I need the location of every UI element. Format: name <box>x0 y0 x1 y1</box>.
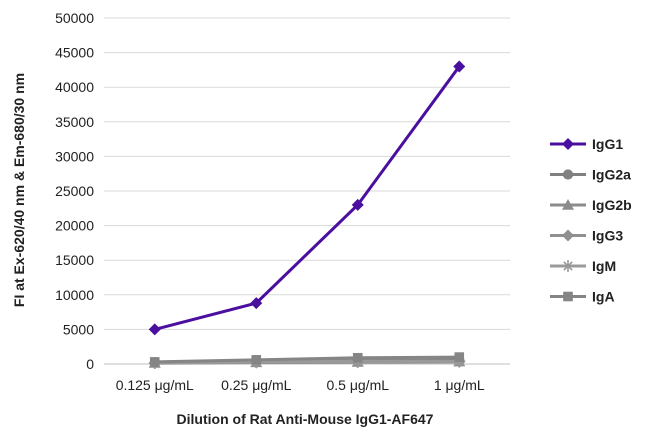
legend-item-igg2a: IgG2a <box>550 167 631 183</box>
x-tick-label: 0.5 μg/mL <box>326 377 389 393</box>
data-point <box>352 352 363 363</box>
data-point <box>148 323 161 336</box>
legend-marker <box>562 169 574 180</box>
y-tick-label: 5000 <box>63 321 94 337</box>
y-tick-label: 30000 <box>55 148 94 164</box>
y-tick-label: 40000 <box>55 79 94 95</box>
y-axis-ticks: 0 5000 10000 15000 20000 25000 30000 35000 40000… <box>55 10 94 372</box>
gridlines <box>104 17 510 330</box>
legend-item-iga: IgA <box>550 289 615 305</box>
x-tick-label: 0.125 μg/mL <box>116 377 194 393</box>
data-point <box>454 352 465 362</box>
data-point <box>453 60 466 73</box>
data-point <box>351 198 364 211</box>
legend-marker <box>563 291 573 302</box>
series-igg1 <box>148 60 466 336</box>
y-tick-label: 50000 <box>55 10 94 26</box>
data-point <box>251 355 262 365</box>
legend-label: IgM <box>592 258 616 274</box>
legend-marker <box>562 260 574 272</box>
legend-label: IgG2b <box>592 197 632 213</box>
y-tick-label: 25000 <box>55 183 94 199</box>
legend-label: IgG2a <box>592 167 631 183</box>
y-tick-label: 10000 <box>55 287 94 303</box>
legend: IgG1 IgG2a IgG2b IgG3 IgM IgA <box>550 136 632 305</box>
legend-label: IgG3 <box>592 228 623 244</box>
legend-marker <box>562 138 574 150</box>
x-axis-ticks: 0.125 μg/mL 0.25 μg/mL 0.5 μg/mL 1 μg/mL <box>116 377 485 393</box>
series-iga <box>149 352 465 367</box>
data-point <box>250 297 263 310</box>
x-tick-label: 0.25 μg/mL <box>221 377 292 393</box>
legend-marker <box>562 199 574 210</box>
data-point <box>149 357 160 367</box>
legend-label: IgG1 <box>592 136 623 152</box>
y-tick-label: 45000 <box>55 45 94 61</box>
x-tick-label: 1 μg/mL <box>434 377 485 393</box>
x-axis-title: Dilution of Rat Anti-Mouse IgG1-AF647 <box>177 411 434 427</box>
legend-item-igg1: IgG1 <box>550 136 623 152</box>
legend-item-igg3: IgG3 <box>550 228 623 244</box>
series-line <box>154 355 460 364</box>
legend-marker <box>562 229 574 242</box>
y-tick-label: 0 <box>86 356 94 372</box>
y-tick-label: 35000 <box>55 114 94 130</box>
legend-label: IgA <box>592 289 615 305</box>
legend-item-igm: IgM <box>550 258 616 274</box>
y-tick-label: 20000 <box>55 218 94 234</box>
series-line <box>154 359 460 365</box>
legend-item-igg2b: IgG2b <box>550 197 632 213</box>
y-tick-label: 15000 <box>55 252 94 268</box>
series-line <box>154 65 461 331</box>
series-lines <box>148 60 466 370</box>
y-axis-title: FI at Ex-620/40 nm & Em-680/30 nm <box>11 73 27 307</box>
